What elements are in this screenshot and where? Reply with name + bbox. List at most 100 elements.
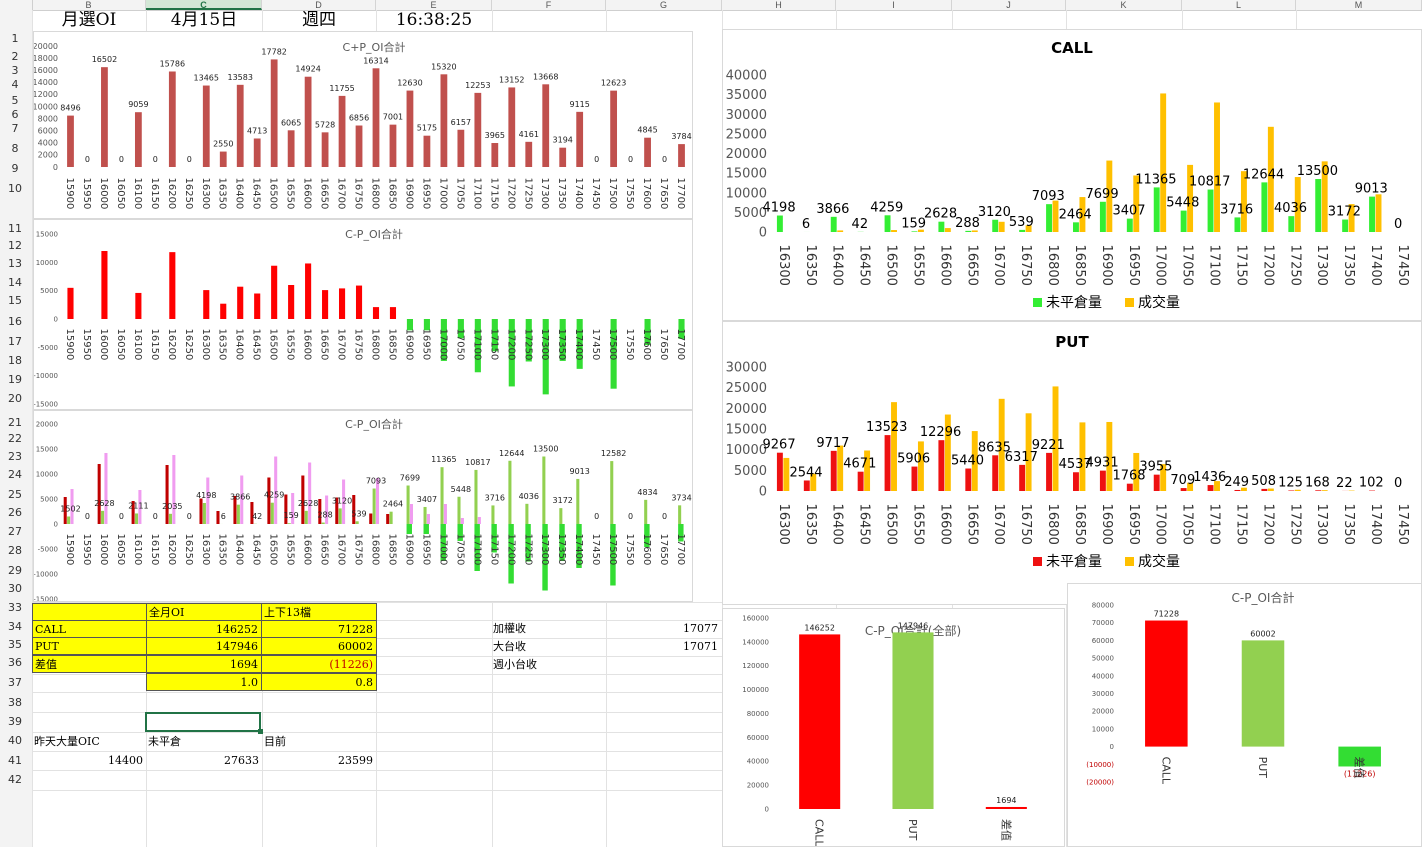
row-header-19[interactable]: 19 bbox=[0, 373, 30, 386]
bar bbox=[203, 503, 206, 524]
column-header-C[interactable]: C bbox=[146, 0, 262, 10]
column-header-H[interactable]: H bbox=[722, 0, 836, 10]
row-header-28[interactable]: 28 bbox=[0, 544, 30, 557]
x-tick-label: 16400 bbox=[830, 245, 845, 286]
row-header-12[interactable]: 12 bbox=[0, 239, 30, 252]
row-header-24[interactable]: 24 bbox=[0, 468, 30, 481]
column-header-L[interactable]: L bbox=[1182, 0, 1296, 10]
row-header-8[interactable]: 8 bbox=[0, 142, 30, 155]
column-header-D[interactable]: D bbox=[262, 0, 376, 10]
row-header-6[interactable]: 6 bbox=[0, 108, 30, 121]
put-full-cell[interactable]: 147946 bbox=[146, 637, 262, 655]
yesterday-oic-label[interactable]: 昨天大量OIC bbox=[32, 733, 146, 751]
table-corner-cell[interactable] bbox=[32, 603, 147, 621]
weekday-cell[interactable]: 週四 bbox=[262, 10, 376, 30]
row-header-18[interactable]: 18 bbox=[0, 354, 30, 367]
column-header-K[interactable]: K bbox=[1066, 0, 1182, 10]
selected-cell[interactable] bbox=[145, 712, 261, 732]
weekly-close-label[interactable]: 週小台收 bbox=[491, 656, 607, 674]
row-header-35[interactable]: 35 bbox=[0, 638, 30, 651]
time-cell[interactable]: 16:38:25 bbox=[376, 10, 492, 30]
row-header-34[interactable]: 34 bbox=[0, 620, 30, 633]
bar bbox=[339, 288, 345, 319]
y-tick-label: -5000 bbox=[38, 545, 58, 553]
x-tick-label: 16700 bbox=[336, 178, 347, 210]
column-header-F[interactable]: F bbox=[492, 0, 606, 10]
column-header-I[interactable]: I bbox=[836, 0, 952, 10]
column-header-M[interactable]: M bbox=[1296, 0, 1422, 10]
row-header-30[interactable]: 30 bbox=[0, 582, 30, 595]
row-header-26[interactable]: 26 bbox=[0, 506, 30, 519]
row-header-5[interactable]: 5 bbox=[0, 94, 30, 107]
row-header-3[interactable]: 3 bbox=[0, 64, 30, 77]
row-header-33[interactable]: 33 bbox=[0, 601, 30, 614]
column-header-G[interactable]: G bbox=[606, 0, 722, 10]
weighted-close-value[interactable]: 17077 bbox=[607, 620, 721, 638]
yesterday-oic-value[interactable]: 14400 bbox=[32, 752, 146, 770]
row-header-40[interactable]: 40 bbox=[0, 734, 30, 747]
x-tick-label: 17550 bbox=[624, 178, 635, 210]
row-header-25[interactable]: 25 bbox=[0, 488, 30, 501]
call-full-cell[interactable]: 146252 bbox=[146, 620, 262, 638]
row-header-1[interactable]: 1 bbox=[0, 32, 30, 45]
row-header-27[interactable]: 27 bbox=[0, 525, 30, 538]
tx-close-value[interactable]: 17071 bbox=[607, 638, 721, 656]
diff-near-cell[interactable]: (11226) bbox=[261, 655, 377, 673]
header-full-oi[interactable]: 全月OI bbox=[146, 603, 262, 621]
diff-label-cell[interactable]: 差值 bbox=[32, 655, 147, 673]
row-header-13[interactable]: 13 bbox=[0, 257, 30, 270]
header-near-13[interactable]: 上下13檔 bbox=[261, 603, 377, 621]
bar bbox=[237, 505, 240, 524]
row-header-41[interactable]: 41 bbox=[0, 754, 30, 767]
sheet-label-cell[interactable]: 月選OI bbox=[32, 10, 146, 30]
row-header-21[interactable]: 21 bbox=[0, 416, 30, 429]
row-header-22[interactable]: 22 bbox=[0, 432, 30, 445]
date-cell[interactable]: 4月15日 bbox=[146, 10, 262, 30]
row-header-7[interactable]: 7 bbox=[0, 122, 30, 135]
column-header-J[interactable]: J bbox=[952, 0, 1066, 10]
column-header-E[interactable]: E bbox=[376, 0, 492, 10]
row-header-39[interactable]: 39 bbox=[0, 715, 30, 728]
row-header-9[interactable]: 9 bbox=[0, 162, 30, 175]
call-label-cell[interactable]: CALL bbox=[32, 620, 147, 638]
ratio-near-cell[interactable]: 0.8 bbox=[261, 673, 377, 691]
row-header-15[interactable]: 15 bbox=[0, 294, 30, 307]
row-header-36[interactable]: 36 bbox=[0, 656, 30, 669]
tx-close-label[interactable]: 大台收 bbox=[491, 638, 607, 656]
row-header-29[interactable]: 29 bbox=[0, 564, 30, 577]
y-tick-label: 20000 bbox=[726, 147, 767, 162]
row-header-11[interactable]: 11 bbox=[0, 222, 30, 235]
row-header-38[interactable]: 38 bbox=[0, 696, 30, 709]
x-tick-label: 16550 bbox=[285, 329, 296, 361]
open-interest-value[interactable]: 27633 bbox=[146, 752, 262, 770]
row-header-20[interactable]: 20 bbox=[0, 392, 30, 405]
row-header-2[interactable]: 2 bbox=[0, 50, 30, 63]
x-tick-label: 17450 bbox=[590, 178, 601, 210]
row-header-4[interactable]: 4 bbox=[0, 78, 30, 91]
ratio-full-cell[interactable]: 1.0 bbox=[146, 673, 262, 691]
diff-full-cell[interactable]: 1694 bbox=[146, 655, 262, 673]
row-header-23[interactable]: 23 bbox=[0, 450, 30, 463]
row-header-17[interactable]: 17 bbox=[0, 335, 30, 348]
row-header-10[interactable]: 10 bbox=[0, 182, 30, 195]
current-value[interactable]: 23599 bbox=[262, 752, 376, 770]
row-header-37[interactable]: 37 bbox=[0, 676, 30, 689]
open-interest-label[interactable]: 未平倉 bbox=[146, 733, 262, 751]
put-near-cell[interactable]: 60002 bbox=[261, 637, 377, 655]
weighted-close-label[interactable]: 加權收 bbox=[491, 620, 607, 638]
current-label[interactable]: 目前 bbox=[262, 733, 376, 751]
row-header-14[interactable]: 14 bbox=[0, 276, 30, 289]
put-label-cell[interactable]: PUT bbox=[32, 637, 147, 655]
row-header-42[interactable]: 42 bbox=[0, 773, 30, 786]
x-tick-label: 17550 bbox=[624, 534, 635, 566]
call-near-cell[interactable]: 71228 bbox=[261, 620, 377, 638]
row-header-16[interactable]: 16 bbox=[0, 315, 30, 328]
column-header-B[interactable]: B bbox=[32, 0, 146, 10]
